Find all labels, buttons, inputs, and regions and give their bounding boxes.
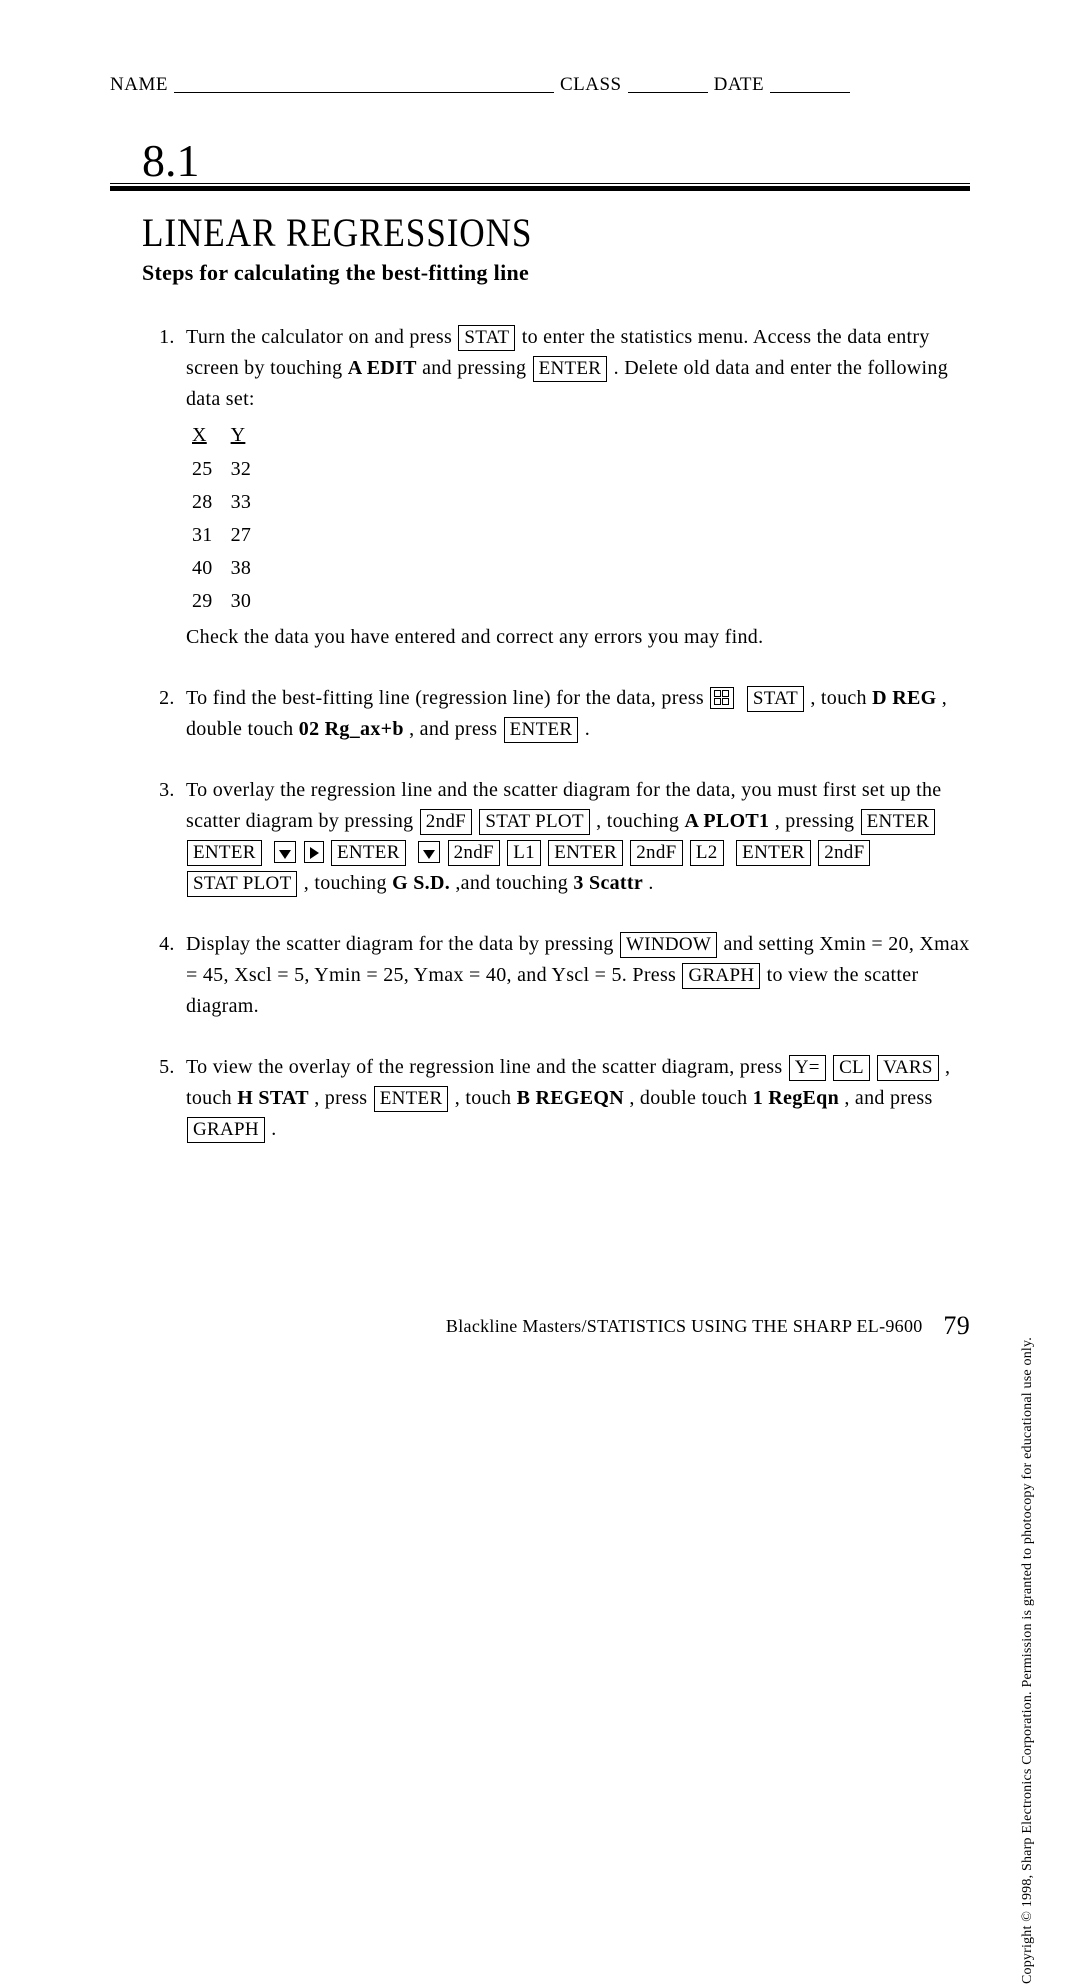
key-statplot: STAT PLOT [187, 871, 297, 897]
bold-rg: 02 Rg_ax+b [299, 718, 404, 740]
table-row: 2930 [188, 585, 265, 618]
col-y: Y [227, 419, 266, 453]
table-row: 2532 [188, 453, 265, 486]
footer: Blackline Masters/STATISTICS USING THE S… [110, 1311, 970, 1341]
name-blank[interactable] [174, 73, 554, 93]
date-blank[interactable] [770, 73, 850, 93]
bold-hstat: H STAT [237, 1087, 309, 1109]
class-label: CLASS [560, 74, 622, 96]
text: , press [314, 1087, 373, 1109]
col-x: X [188, 419, 227, 453]
date-label: DATE [714, 74, 765, 96]
text: . [648, 872, 653, 894]
key-vars: VARS [877, 1055, 938, 1081]
text: To find the best-fitting line (regressio… [186, 687, 709, 709]
down-arrow-icon [274, 841, 296, 863]
rule-thin [110, 183, 970, 184]
data-table: X Y 2532 2833 3127 4038 2930 [188, 419, 265, 618]
key-l2: L2 [690, 840, 724, 866]
step-3: To overlay the regression line and the s… [180, 775, 970, 899]
name-label: NAME [110, 74, 168, 96]
key-enter: ENTER [861, 809, 936, 835]
table-row: X Y [188, 419, 265, 453]
bold-scattr: 3 Scattr [573, 872, 643, 894]
menu-icon [710, 687, 734, 709]
key-enter: ENTER [533, 356, 608, 382]
text: Display the scatter diagram for the data… [186, 933, 619, 955]
text: , touching [596, 810, 684, 832]
bold-aplot1: A PLOT1 [684, 810, 769, 832]
text: Check the data you have entered and corr… [186, 626, 763, 648]
key-enter: ENTER [187, 840, 262, 866]
step-2: To find the best-fitting line (regressio… [180, 683, 970, 745]
table-row: 2833 [188, 486, 265, 519]
key-enter: ENTER [548, 840, 623, 866]
key-yeq: Y= [789, 1055, 826, 1081]
page-title: LINEAR REGRESSIONS [142, 209, 871, 256]
text: ,and touching [455, 872, 573, 894]
text: Turn the calculator on and press [186, 326, 457, 348]
key-2ndf: 2ndF [448, 840, 500, 866]
key-enter: ENTER [504, 717, 579, 743]
table-row: 4038 [188, 552, 265, 585]
key-l1: L1 [507, 840, 541, 866]
header-fill-line: NAME CLASS DATE [110, 70, 970, 96]
step-5: To view the overlay of the regression li… [180, 1052, 970, 1145]
key-stat: STAT [458, 325, 515, 351]
key-cl: CL [833, 1055, 870, 1081]
key-2ndf: 2ndF [818, 840, 870, 866]
down-arrow-icon [418, 841, 440, 863]
table-row: 3127 [188, 519, 265, 552]
text: To view the overlay of the regression li… [186, 1056, 788, 1078]
key-statplot: STAT PLOT [479, 809, 589, 835]
steps-list: Turn the calculator on and press STAT to… [142, 322, 970, 1145]
text: , touching [304, 872, 392, 894]
text: , and press [844, 1087, 932, 1109]
page-subtitle: Steps for calculating the best-fitting l… [142, 260, 970, 286]
text: , touch [455, 1087, 517, 1109]
key-enter: ENTER [374, 1086, 449, 1112]
key-stat: STAT [747, 686, 804, 712]
key-window: WINDOW [620, 932, 717, 958]
text: , pressing [775, 810, 860, 832]
key-graph: GRAPH [682, 963, 760, 989]
class-blank[interactable] [628, 73, 708, 93]
text: . [585, 718, 590, 740]
key-enter: ENTER [331, 840, 406, 866]
worksheet-page: NAME CLASS DATE 8.1 LINEAR REGRESSIONS S… [0, 0, 1080, 1397]
key-graph: GRAPH [187, 1117, 265, 1143]
step-1: Turn the calculator on and press STAT to… [180, 322, 970, 653]
bold-dreg: D REG [872, 687, 936, 709]
footer-text: Blackline Masters/STATISTICS USING THE S… [446, 1316, 923, 1336]
bold-bregeqn: B REGEQN [517, 1087, 624, 1109]
text: and pressing [422, 357, 531, 379]
text: , and press [409, 718, 503, 740]
bold-gsd: G S.D. [392, 872, 450, 894]
right-arrow-icon [304, 841, 324, 863]
rule-thick [110, 186, 970, 191]
copyright-note: Copyright © 1998, Sharp Electronics Corp… [1020, 1337, 1036, 1984]
text: , double touch [629, 1087, 752, 1109]
section-number: 8.1 [142, 134, 970, 187]
bold-regeqn1: 1 RegEqn [753, 1087, 839, 1109]
text: , touch [810, 687, 872, 709]
page-number: 79 [943, 1311, 970, 1340]
key-enter: ENTER [736, 840, 811, 866]
key-2ndf: 2ndF [420, 809, 472, 835]
bold-aedit: A EDIT [348, 357, 417, 379]
step-4: Display the scatter diagram for the data… [180, 929, 970, 1022]
key-2ndf: 2ndF [630, 840, 682, 866]
text: . [271, 1118, 276, 1140]
